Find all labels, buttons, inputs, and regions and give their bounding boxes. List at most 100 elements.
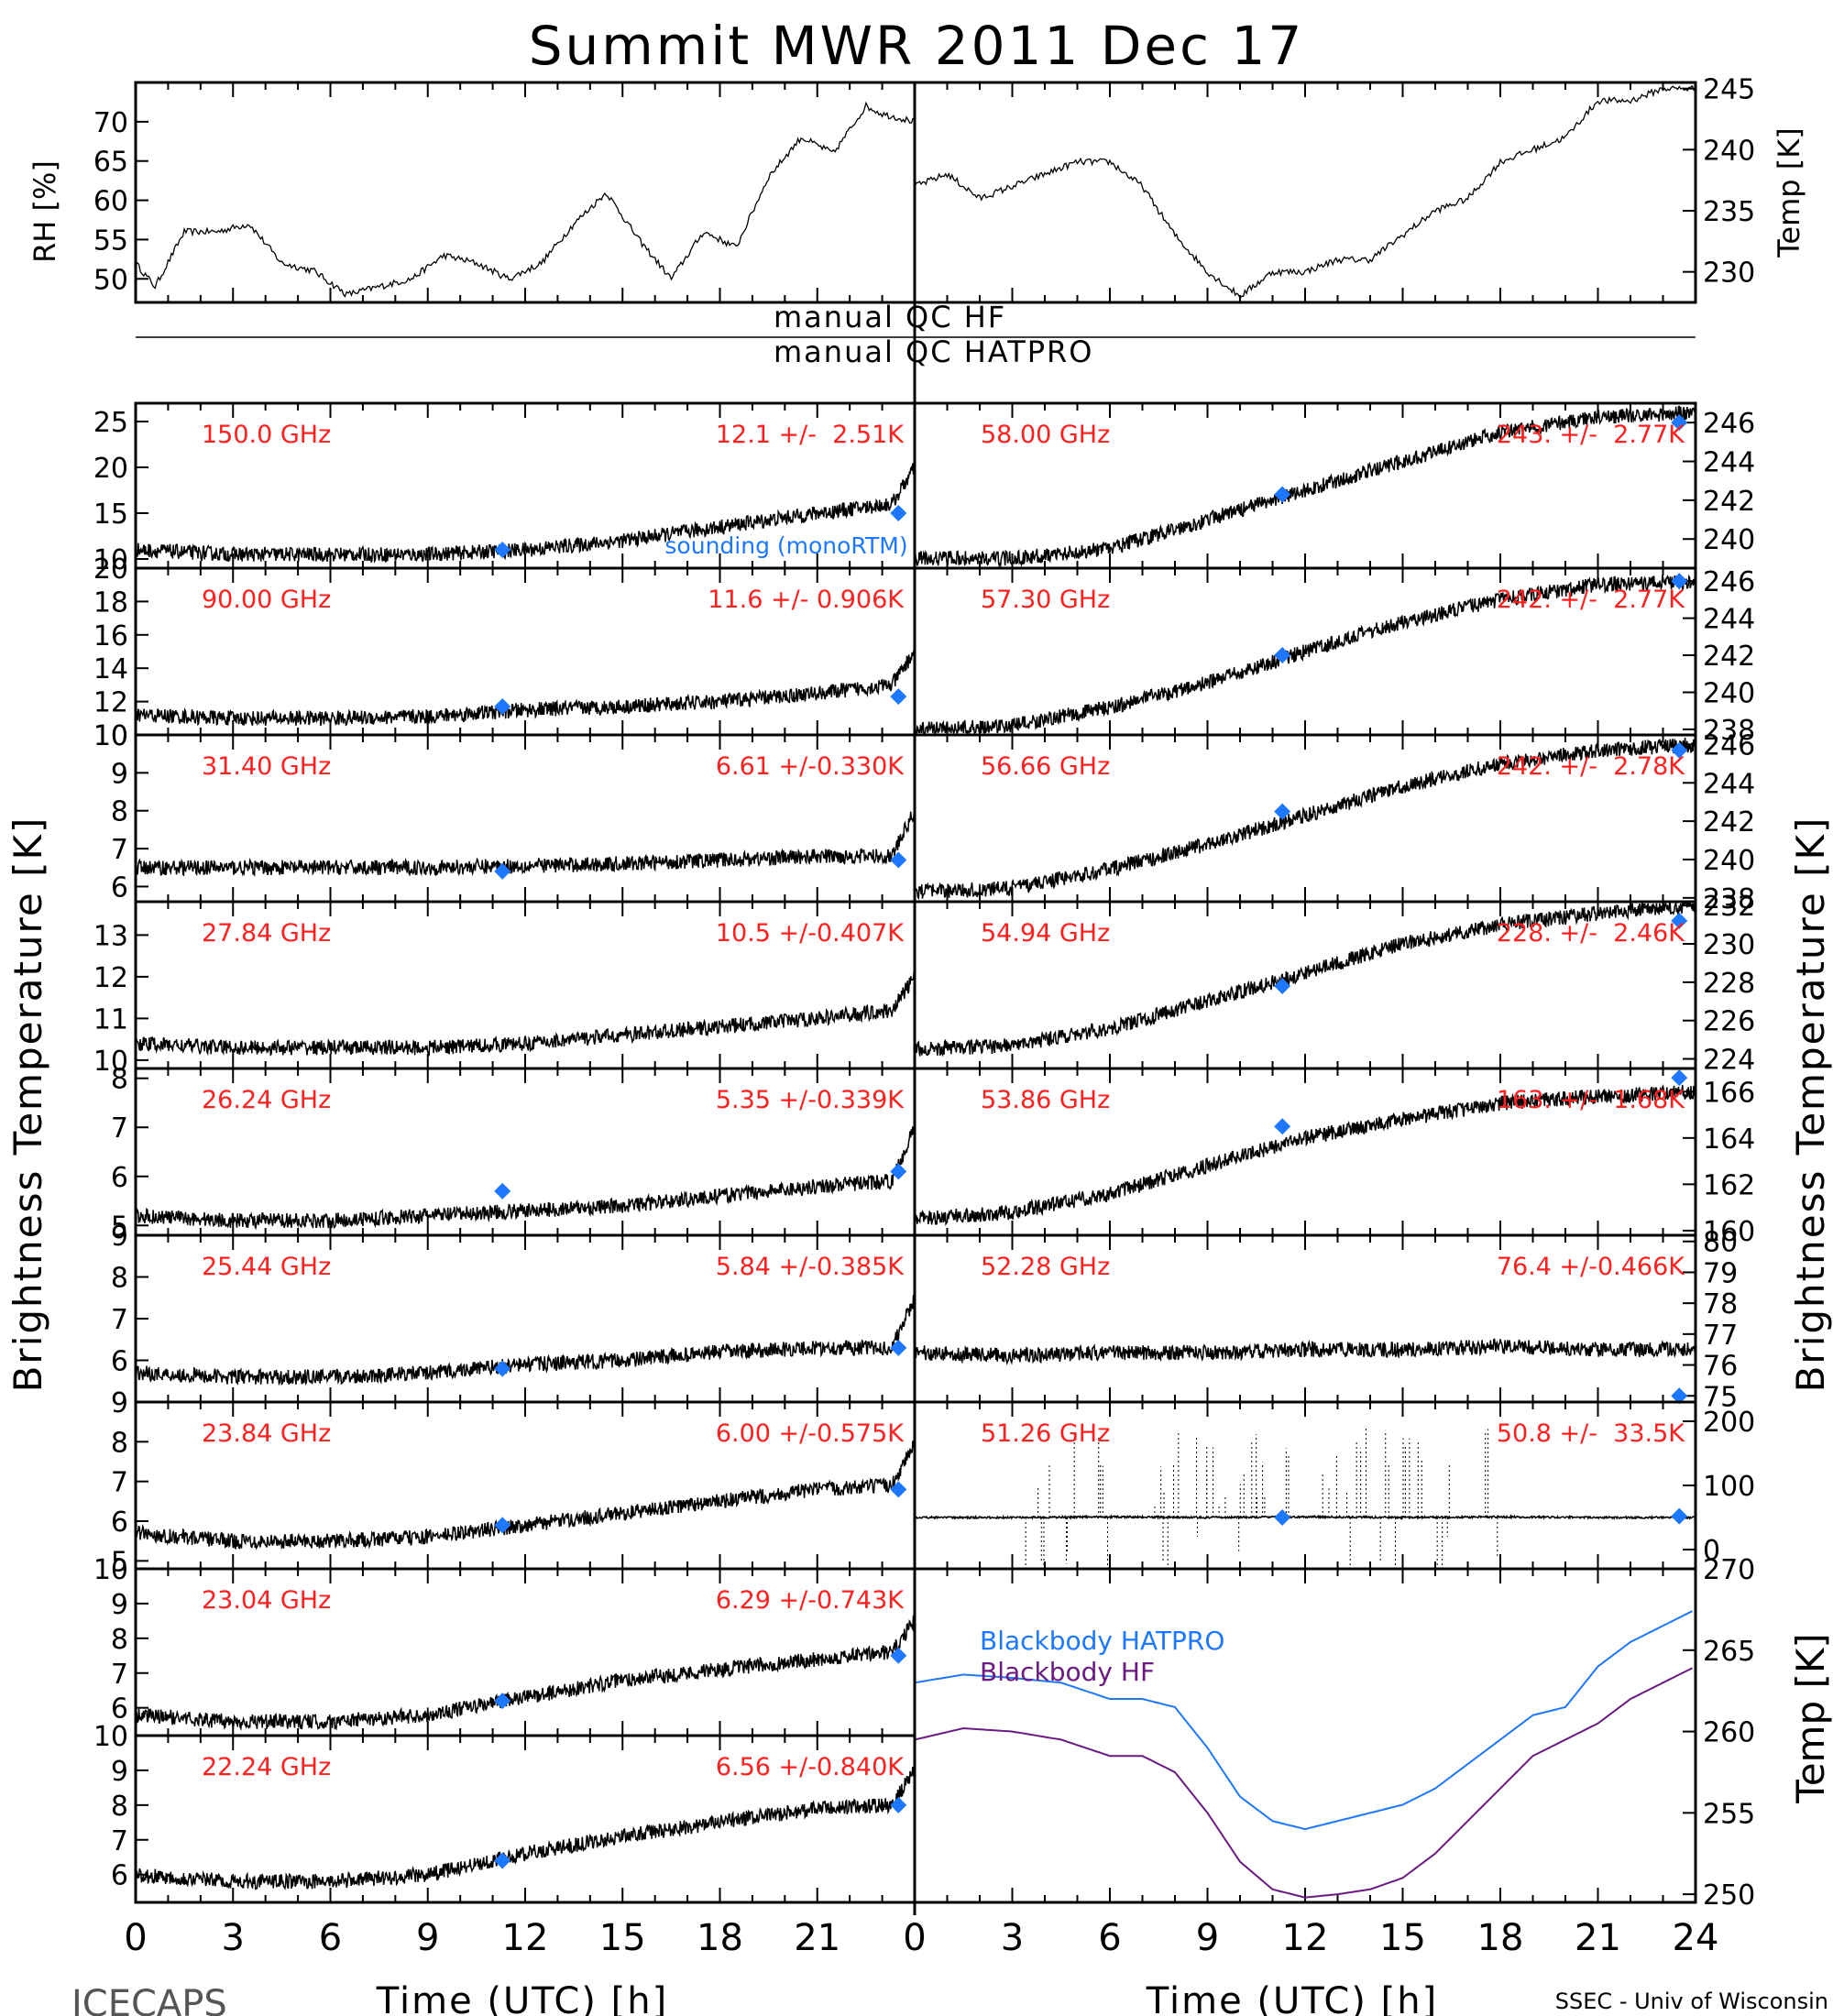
x-tick-label: 0 [903,1917,926,1959]
sounding-marker [890,1481,907,1498]
channel-label: 90.00 GHz [202,586,331,614]
sounding-marker [890,851,907,869]
panel-frame [913,81,1697,304]
channel-label: 52.28 GHz [981,1253,1110,1281]
sounding-marker [890,1163,907,1180]
y-tick-label: 6 [111,1693,128,1726]
sounding-marker [1274,1509,1291,1526]
figure-title: Summit MWR 2011 Dec 17 [529,15,1305,77]
x-tick-label: 0 [124,1917,147,1959]
channel-label: 26.24 GHz [202,1086,331,1114]
y-tick-label: 7 [111,1304,128,1336]
y-tick-label: 8 [111,1263,128,1295]
footer-right: SSEC - Univ of Wisconsin [1555,1989,1828,2014]
x-tick-label: 18 [697,1917,743,1959]
y-tick-label: 238 [1703,715,1755,747]
channel-label: 25.44 GHz [202,1253,331,1281]
panel-temp: 230 235 240 245 [913,74,1755,304]
y-tick-label: 6 [111,1162,128,1194]
y-tick-label: 166 [1703,1077,1755,1109]
y-tick-label: 8 [111,1624,128,1656]
y-tick-label: 50 [93,264,128,296]
xlabel-right: Time (UTC) [h] [1146,1980,1438,2016]
xlabel-left: Time (UTC) [h] [376,1980,668,2016]
channel-label: 22.24 GHz [202,1753,331,1781]
data-line-hp-52 [914,1338,1696,1366]
y-tick-label: 7 [111,1112,128,1145]
sounding-marker [1671,1507,1688,1525]
y-tick-label: 9 [111,1221,128,1253]
channel-stats: 242. +/- 2.77K [1497,586,1685,614]
y-tick-label: 235 [1703,196,1755,228]
data-line-hf-23-84 [135,1435,916,1550]
sounding-marker [890,1339,907,1356]
series-line-bb-hf [914,1667,1693,1899]
y-tick-label: 246 [1703,566,1755,598]
y-tick-label: 255 [1703,1798,1755,1830]
channel-label: 23.04 GHz [202,1586,331,1615]
y-tick-label: 11 [93,1003,128,1035]
y-tick-label: 230 [1703,257,1755,290]
y-tick-label: 78 [1703,1288,1738,1320]
y-tick-label: 55 [93,225,128,257]
y-tick-label: 7 [111,834,128,866]
data-line-hf-27 [135,970,916,1057]
y-tick-label: 246 [1703,408,1755,440]
x-tick-label: 6 [319,1917,342,1959]
data-line-hf-150 [135,463,916,564]
channel-stats: 10.5 +/-0.407K [716,919,905,948]
series-line-bb-hatpro [914,1610,1693,1831]
y-tick-label: 16 [93,620,128,652]
panel-hp-56: 238 240 242 244 246 56.66 GHz 242. +/- 2.78K [913,729,1755,915]
channel-stats: 6.61 +/-0.330K [716,752,905,781]
data-line-hp-57 [914,574,1696,736]
y-tick-label: 76 [1703,1351,1738,1383]
sounding-marker [1274,486,1291,503]
x-tick-label: 12 [1282,1917,1329,1959]
y-tick-label: 160 [1703,1216,1755,1248]
sounding-marker [1671,741,1688,759]
y-tick-label: 200 [1703,1407,1755,1439]
sounding-marker [494,698,511,716]
legend-bb-hatpro: Blackbody HATPRO [980,1626,1224,1656]
tb-axis-label-right: Brightness Temperature [K] [1788,816,1833,1393]
y-tick-label: 226 [1703,1006,1755,1038]
sounding-marker [494,1182,511,1200]
legend-bb-hf: Blackbody HF [980,1657,1155,1687]
panel-hf-23-84: 5 6 7 8 9 23.84 GHz 6.00 +/-0.575K [111,1387,916,1578]
sounding-marker [890,505,907,521]
x-tick-labels: 0 3 6 9 12 15 18 21 0 3 6 9 12 15 18 21 24 [124,1917,1718,1959]
channel-label: 57.30 GHz [981,586,1110,614]
data-line-hf-31 [135,805,916,878]
channel-label: 31.40 GHz [202,752,331,781]
y-tick-label: 6 [111,1346,128,1378]
data-line-rh [135,101,914,298]
channel-label: 56.66 GHz [981,752,1110,781]
y-tick-label: 6 [111,871,128,904]
panel-blackbody: 250 255 260 265 270 Blackbody HATPROBlackbody… [913,1554,1755,1912]
data-line-hp-53 [914,1084,1696,1226]
panel-hf-26: 5 6 7 8 26.24 GHz 5.35 +/-0.339K [111,1064,916,1243]
channel-stats: 163. +/- 1.68K [1497,1086,1685,1114]
sounding-marker [1274,1118,1291,1135]
y-tick-label: 13 [93,920,128,952]
y-tick-label: 162 [1703,1169,1755,1201]
y-tick-label: 80 [1703,1227,1738,1259]
channel-label: 54.94 GHz [981,919,1110,948]
y-tick-label: 20 [93,453,128,485]
y-tick-label: 77 [1703,1320,1738,1352]
y-tick-label: 8 [111,1064,128,1096]
y-tick-label: 9 [111,1589,128,1621]
y-tick-label: 240 [1703,135,1755,167]
sounding-marker [1274,978,1291,995]
y-tick-label: 6 [111,1860,128,1892]
qc-hf-label: manual QC HF [774,300,1006,334]
y-tick-label: 12 [93,687,128,719]
channel-stats: 11.6 +/- 0.906K [708,586,905,614]
y-tick-label: 244 [1703,768,1755,800]
data-line-hf-23-04 [135,1614,916,1731]
sounding-marker [494,542,511,558]
y-tick-label: 10 [93,720,128,752]
